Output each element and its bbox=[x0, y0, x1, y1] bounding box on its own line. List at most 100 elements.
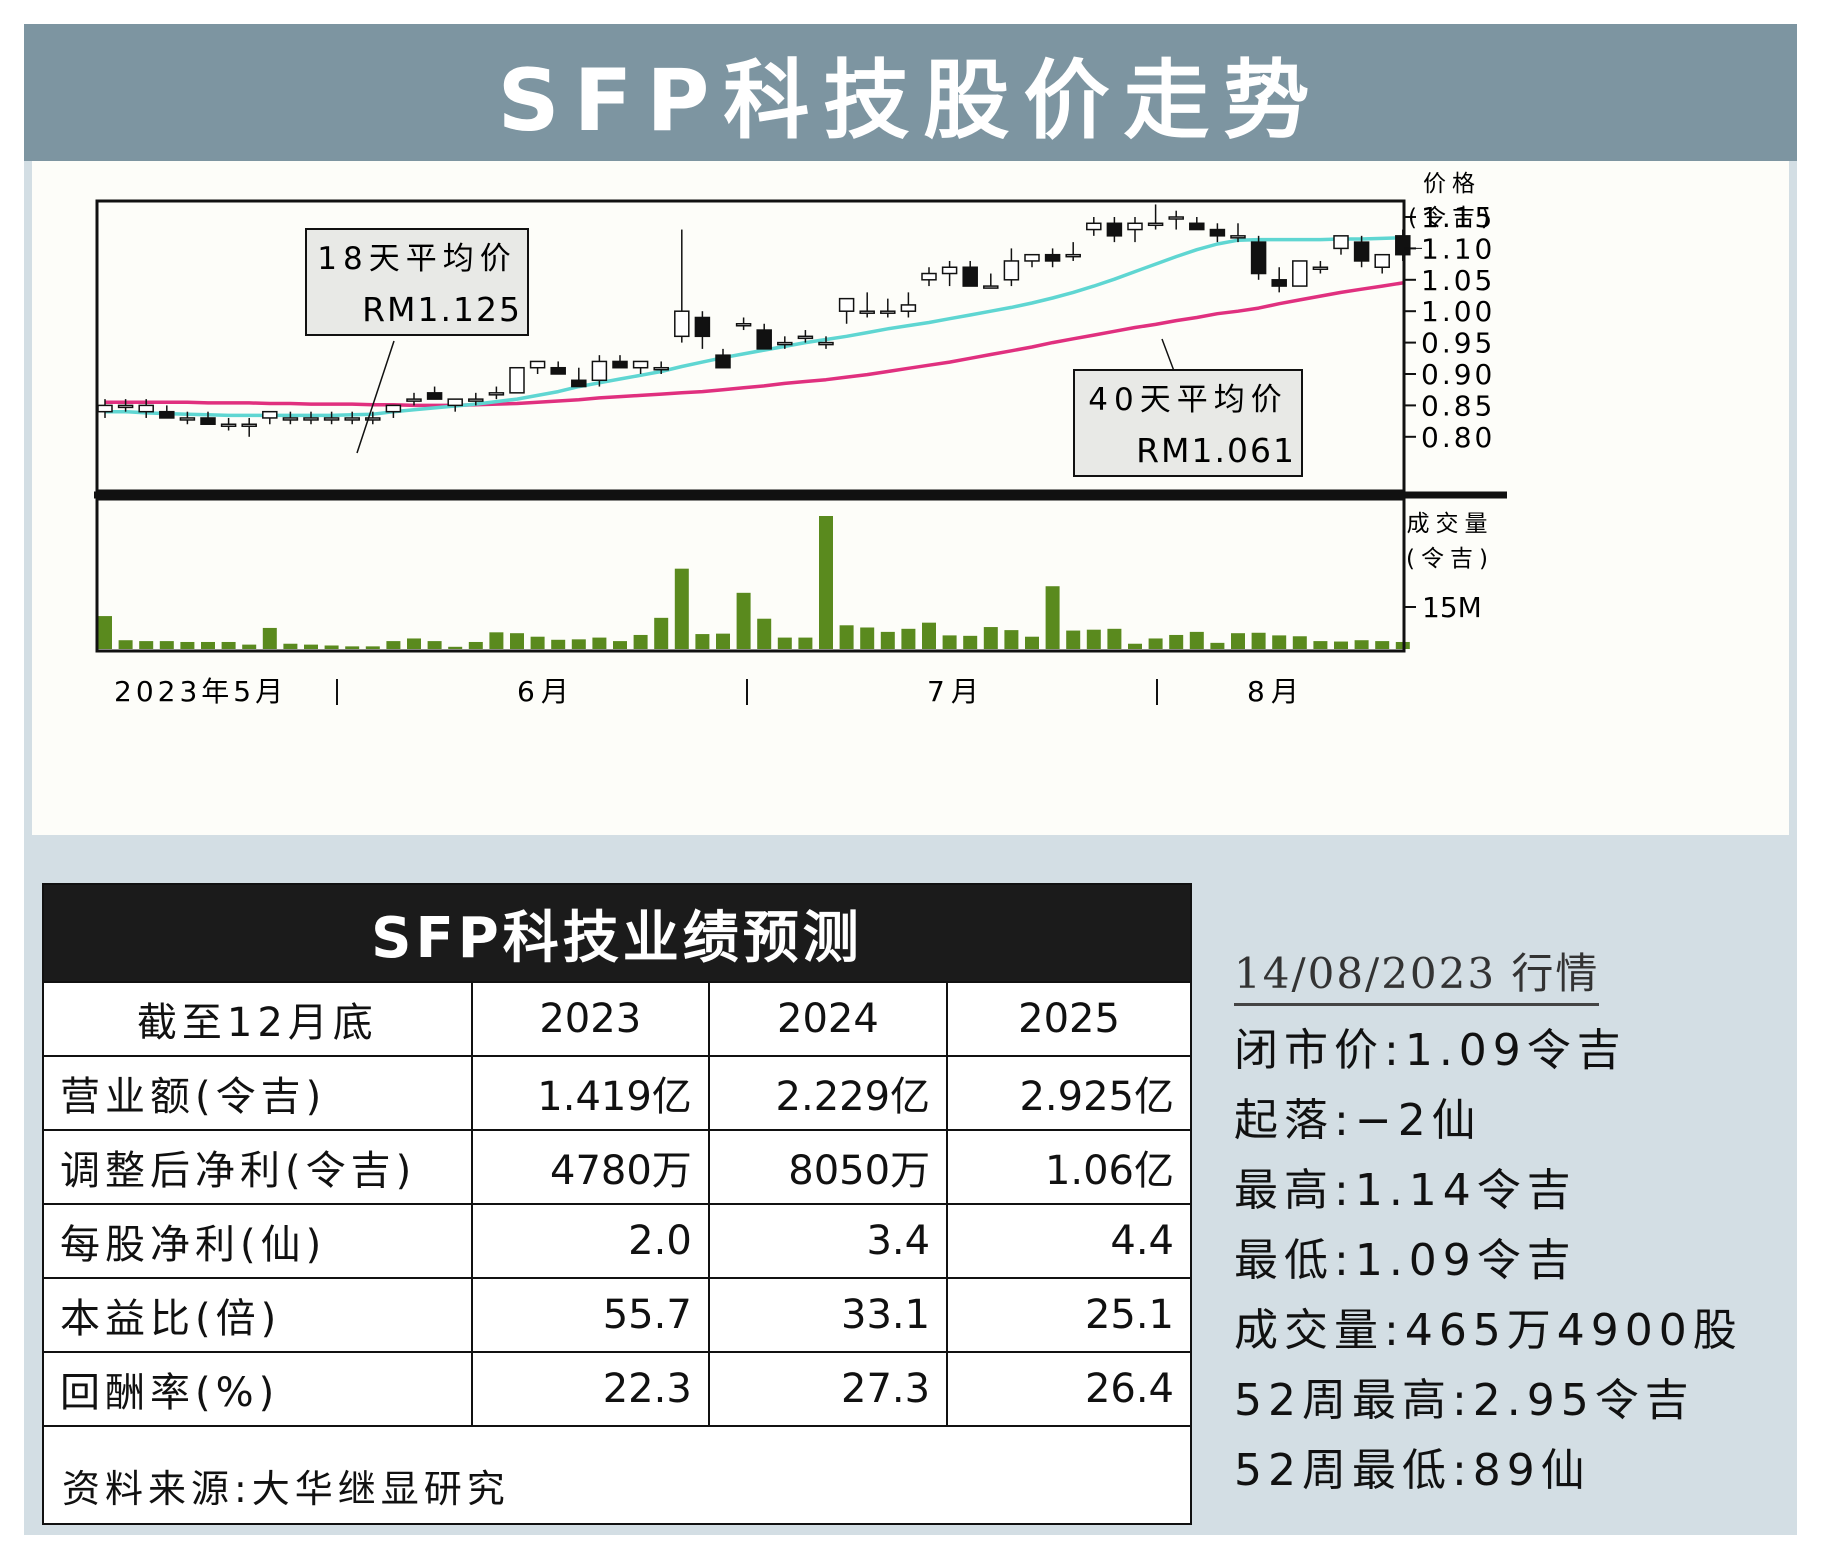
source-note: 资料来源:大华继显研究 bbox=[62, 1467, 510, 1511]
volume-bar bbox=[571, 639, 586, 649]
candles bbox=[97, 204, 1411, 437]
quote-close: 闭市价:1.09令吉 bbox=[1234, 1025, 1627, 1076]
volume-bar bbox=[510, 633, 524, 649]
candle-body bbox=[385, 404, 402, 413]
candle-body bbox=[797, 335, 814, 340]
price-tick-label: 1.15 bbox=[1421, 201, 1495, 234]
table-row: 调整后净利(令吉) 4780万 8050万 1.06亿 bbox=[44, 1129, 1190, 1205]
candle bbox=[1086, 217, 1102, 236]
header-cell: 2025 bbox=[946, 981, 1190, 1057]
volume-bar bbox=[221, 641, 236, 649]
volume-bar bbox=[1375, 641, 1390, 649]
volume-bar bbox=[819, 516, 833, 649]
quote-panel: 14/08/2023 行情 闭市价:1.09令吉 起落:−2仙 最高:1.14令… bbox=[1234, 940, 1794, 1496]
table-row: 营业额(令吉) 1.419亿 2.229亿 2.925亿 bbox=[44, 1055, 1190, 1131]
row-label: 回酬率(%) bbox=[44, 1351, 473, 1427]
candle bbox=[1250, 235, 1267, 280]
candle bbox=[1353, 235, 1370, 268]
volume-bar bbox=[489, 632, 504, 649]
candle-body bbox=[1147, 222, 1164, 227]
candle-body bbox=[1024, 253, 1040, 262]
ma40-line bbox=[105, 281, 1404, 408]
volume-bar bbox=[468, 641, 483, 649]
volume-bar bbox=[448, 646, 463, 649]
candle bbox=[694, 311, 711, 349]
candle-body bbox=[509, 366, 525, 394]
candle-body bbox=[756, 329, 772, 350]
candle bbox=[488, 386, 505, 400]
price-axis-title-2: (令吉) bbox=[1408, 205, 1496, 231]
candle-body bbox=[1374, 253, 1390, 268]
candle bbox=[632, 360, 649, 374]
ma40-annotation-line1: 40天平均价 bbox=[1088, 382, 1287, 418]
price-volume-chart: 1.151.101.051.000.950.900.850.80 价格 (令吉)… bbox=[94, 171, 1507, 708]
quote-volume: 成交量:465万4900股 bbox=[1234, 1305, 1743, 1356]
chart-area: 1.15 1.10 1.05 1.00 0.95 0.90 0.85 0.80 价格 (令吉)… bbox=[32, 161, 1789, 835]
candle-body bbox=[344, 417, 360, 421]
candle-body bbox=[777, 341, 793, 346]
candle-body bbox=[138, 404, 154, 413]
volume-bar bbox=[592, 637, 607, 649]
quote-52w-low: 52周最低:89仙 bbox=[1234, 1445, 1591, 1496]
header-cell: 截至12月底 bbox=[44, 981, 473, 1057]
candle bbox=[859, 292, 875, 318]
volume-bar bbox=[98, 616, 112, 649]
candle bbox=[797, 330, 814, 343]
volume-bar bbox=[1169, 634, 1184, 649]
candle-body bbox=[1189, 222, 1205, 231]
candle bbox=[1374, 253, 1390, 274]
forecast-title: SFP科技业绩预测 bbox=[44, 885, 1190, 981]
candle-body bbox=[97, 404, 113, 413]
volume-bar bbox=[1045, 586, 1060, 649]
ma18-annotation-line1: 18天平均价 bbox=[317, 241, 516, 277]
candle-body bbox=[323, 417, 340, 421]
candle bbox=[777, 336, 793, 349]
candle-body bbox=[1086, 222, 1102, 231]
row-label: 每股净利(仙) bbox=[44, 1203, 473, 1279]
candle-body bbox=[612, 360, 628, 369]
volume-bar bbox=[633, 634, 648, 649]
cell-value: 22.3 bbox=[470, 1351, 710, 1427]
candle-body bbox=[488, 392, 505, 396]
candle bbox=[159, 405, 175, 419]
x-label-may: 2023年5月 bbox=[114, 675, 287, 708]
candle bbox=[1003, 248, 1020, 287]
chart-panel: 1.15 1.10 1.05 1.00 0.95 0.90 0.85 0.80 价格 (令吉)… bbox=[24, 161, 1797, 843]
candle bbox=[365, 411, 381, 425]
ma18-pointer bbox=[356, 340, 395, 454]
candle-body bbox=[159, 410, 175, 419]
cell-value: 1.419亿 bbox=[470, 1055, 710, 1131]
ma40-annotation-box bbox=[1073, 369, 1303, 477]
volume-bar bbox=[262, 627, 277, 649]
candle-body bbox=[880, 310, 896, 314]
quote-high: 最高:1.14令吉 bbox=[1234, 1165, 1577, 1216]
volume-bar bbox=[777, 637, 792, 649]
volume-bar bbox=[1107, 628, 1122, 649]
x-label-aug: 8月 bbox=[1247, 675, 1305, 708]
volume-bar bbox=[963, 635, 978, 649]
volume-bar bbox=[242, 644, 257, 649]
candle bbox=[220, 417, 237, 431]
volume-bar bbox=[1292, 636, 1307, 649]
candle-body bbox=[1250, 241, 1267, 275]
candle-body bbox=[653, 366, 669, 371]
candle bbox=[900, 292, 917, 318]
volume-tick-15m: 15M bbox=[1422, 591, 1482, 624]
candle-body bbox=[179, 417, 196, 421]
candle-body bbox=[591, 360, 608, 382]
cell-value: 2.229亿 bbox=[707, 1055, 949, 1131]
volume-bar bbox=[1313, 641, 1328, 649]
candle bbox=[303, 411, 319, 425]
candle bbox=[735, 317, 752, 331]
volume-bar bbox=[613, 641, 627, 649]
candle bbox=[941, 260, 958, 287]
cell-value: 1.06亿 bbox=[946, 1129, 1190, 1205]
candle-body bbox=[1127, 222, 1143, 231]
volume-bar bbox=[345, 646, 360, 649]
volume-bar bbox=[365, 646, 380, 649]
quote-change: 起落:−2仙 bbox=[1234, 1095, 1482, 1146]
volume-bar bbox=[324, 645, 339, 649]
candle bbox=[674, 229, 690, 343]
volume-bar bbox=[674, 568, 689, 649]
candle bbox=[323, 411, 340, 425]
